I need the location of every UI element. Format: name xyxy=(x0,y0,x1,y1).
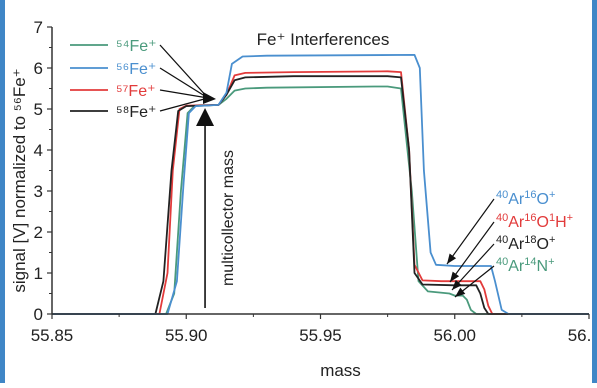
interference-charge: + xyxy=(548,256,554,268)
interference-charge: + xyxy=(567,212,573,224)
y-tick-label: 1 xyxy=(34,264,43,283)
interference-arrow-head-1 xyxy=(450,271,460,282)
interference-el1: Ar xyxy=(508,191,525,208)
interference-iso2: 16 xyxy=(524,212,536,224)
interference-charge: + xyxy=(549,234,555,246)
interference-arrow-head-0 xyxy=(447,253,457,264)
interference-iso1: 40 xyxy=(496,256,508,268)
interference-arrow-1 xyxy=(449,221,495,283)
legend: ⁵⁴Fe⁺ ⁵⁶Fe⁺ ⁵⁷Fe⁺ ⁵⁸Fe⁺ xyxy=(70,38,216,121)
y-tick-label: 7 xyxy=(34,18,43,37)
x-tick-label: 56.05 xyxy=(568,326,597,345)
legend-pointer-3 xyxy=(159,97,209,112)
interference-iso3: 1 xyxy=(549,212,555,224)
legend-label-1: ⁵⁶Fe⁺ xyxy=(116,61,156,78)
y-tick-label: 5 xyxy=(34,100,43,119)
interference-arrow-0 xyxy=(446,198,495,265)
interference-arrow-head-2 xyxy=(452,279,462,290)
x-tick-label: 56.00 xyxy=(433,326,476,345)
y-tick-label: 3 xyxy=(34,182,43,201)
legend-label-2: ⁵⁷Fe⁺ xyxy=(116,83,156,100)
axes-layer: 0 1 2 3 4 5 6 7 55.85 55.90 55.95 56.00 56.05 mass sig… xyxy=(10,18,597,380)
interference-iso1: 40 xyxy=(496,234,508,246)
interference-iso2: 14 xyxy=(524,256,536,268)
interference-label-0: 40Ar16O+ xyxy=(496,189,555,208)
interference-iso2: 18 xyxy=(524,234,536,246)
legend-pointer-1 xyxy=(159,67,209,99)
series-line-0 xyxy=(52,85,589,315)
interference-arrow-2 xyxy=(451,243,495,291)
legend-pointer-2 xyxy=(159,89,209,99)
x-tick-label: 55.90 xyxy=(165,326,208,345)
interference-arrow-head-3 xyxy=(455,287,466,297)
series-layer xyxy=(52,54,589,315)
series-line-1 xyxy=(52,54,589,315)
y-tick-label: 2 xyxy=(34,223,43,242)
series-line-3 xyxy=(52,75,589,315)
interference-iso1: 40 xyxy=(496,189,508,201)
x-axis-title: mass xyxy=(320,361,361,380)
multicollector-arrow-head xyxy=(196,108,215,126)
series-line-2 xyxy=(52,70,589,315)
left-border xyxy=(0,0,5,383)
interference-el1: Ar xyxy=(508,236,525,253)
legend-label-0: ⁵⁴Fe⁺ xyxy=(116,38,157,55)
y-tick-label: 0 xyxy=(34,305,43,324)
interference-el3: H xyxy=(555,214,567,231)
interference-el2: O xyxy=(537,214,549,231)
x-tick-label: 55.85 xyxy=(31,326,74,345)
interference-el1: Ar xyxy=(508,258,525,275)
legend-pointer-0 xyxy=(159,44,209,99)
legend-pointer-head xyxy=(203,92,216,104)
interference-label-3: 40Ar14N+ xyxy=(496,256,555,275)
y-axis-title: signal [V] normalized to ⁵⁶Fe⁺ xyxy=(10,68,29,292)
x-tick-label: 55.95 xyxy=(299,326,342,345)
interference-el2: O xyxy=(537,236,549,253)
interference-iso1: 40 xyxy=(496,212,508,224)
y-tick-label: 6 xyxy=(34,59,43,78)
interference-el2: O xyxy=(537,191,549,208)
right-border xyxy=(592,0,597,383)
interference-iso2: 16 xyxy=(524,189,536,201)
legend-label-3: ⁵⁸Fe⁺ xyxy=(116,104,157,121)
interference-label-1: 40Ar16O1H+ xyxy=(496,212,573,231)
multicollector-label: multicollector mass xyxy=(220,150,237,286)
chart-title: Fe⁺ Interferences xyxy=(257,30,390,49)
y-tick-label: 4 xyxy=(34,141,43,160)
interference-charge: + xyxy=(549,189,555,201)
interference-el2: N xyxy=(537,258,549,275)
interference-label-2: 40Ar18O+ xyxy=(496,234,555,253)
interference-el1: Ar xyxy=(508,214,525,231)
